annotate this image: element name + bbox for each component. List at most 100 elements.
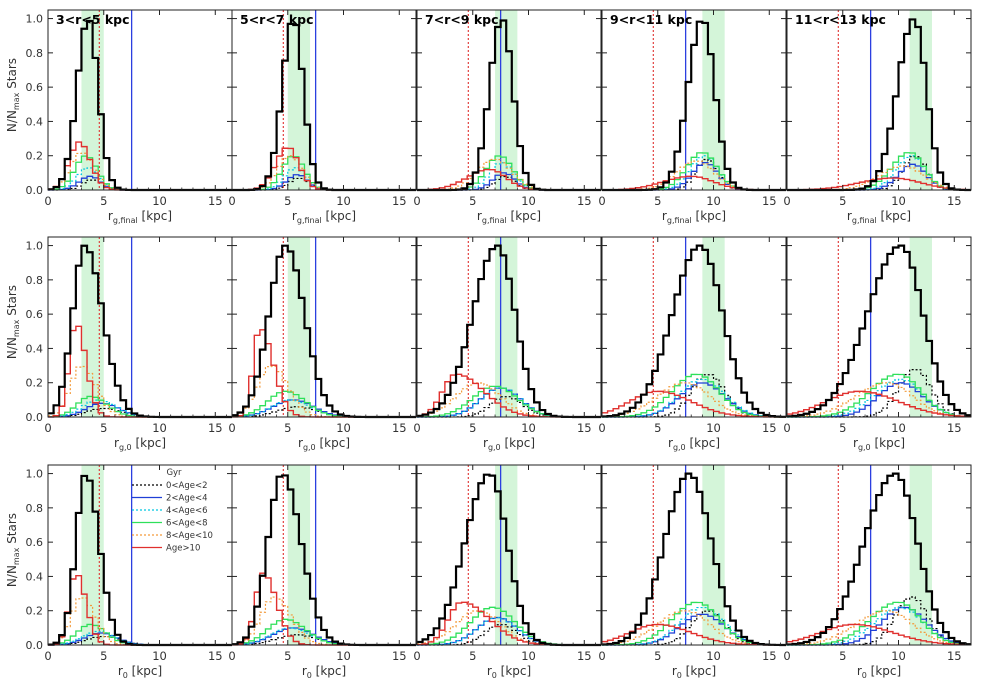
series-age-8-10 (602, 610, 786, 646)
panel-frame (231, 236, 417, 418)
x-axis-label: r0 [kpc] (118, 664, 162, 680)
x-axis-label: rg,0 [kpc] (668, 436, 720, 452)
x-tick-label: 15 (208, 421, 223, 435)
x-tick-label: 0 (413, 194, 420, 208)
series-age-2-4 (602, 613, 786, 646)
x-axis-label: rg,0 [kpc] (114, 436, 166, 452)
panel-r1-c1: 0 5 10 15 0.0 0.2 0.4 0.6 0.8 1.0 rg,final [kpc] 3<… (26, 9, 233, 225)
x-tick-label: 15 (392, 649, 407, 663)
panel-r3-c1: 0 5 10 15 0.0 0.2 0.4 0.6 0.8 1.0 r0 [kpc] Gyr 0<Age… (26, 464, 233, 680)
x-tick-label: 10 (521, 194, 536, 208)
x-tick-label: 0 (783, 649, 790, 663)
x-tick-label: 5 (284, 421, 291, 435)
svg-text:N/Nmax Stars: N/Nmax Stars (5, 513, 21, 587)
panel-r1-c2: 0 5 10 15 rg,final [kpc] 5<r<7 kpc (228, 9, 417, 225)
panel-frame (231, 464, 417, 646)
x-axis-label: rg,final [kpc] (292, 209, 356, 225)
x-tick-label: 10 (891, 194, 906, 208)
legend-title: Gyr (166, 468, 182, 478)
x-tick-label: 15 (577, 649, 592, 663)
panel-title: 9<r<11 kpc (610, 12, 692, 27)
radial-range-band (909, 10, 932, 190)
panel-r3-c2: 0 5 10 15 r0 [kpc] (228, 464, 417, 680)
legend-entry-label: 0<Age<2 (166, 481, 208, 491)
series-all-stars (787, 18, 971, 192)
radial-range-band (287, 465, 311, 645)
x-tick-label: 15 (762, 649, 777, 663)
radial-range-band (287, 237, 311, 417)
series-age-4-6 (48, 399, 232, 418)
x-tick-label: 0 (228, 194, 235, 208)
series-age-8-10 (602, 382, 786, 418)
panel-frame (601, 236, 787, 418)
x-tick-label: 15 (392, 194, 407, 208)
legend-entry-label: 4<Age<6 (166, 506, 208, 516)
series-age-8-10 (48, 365, 232, 418)
x-axis-label: rg,0 [kpc] (853, 436, 905, 452)
x-tick-label: 5 (654, 649, 661, 663)
panel-frame (416, 464, 602, 646)
x-tick-label: 10 (336, 649, 351, 663)
x-tick-label: 10 (521, 649, 536, 663)
x-tick-label: 5 (469, 649, 476, 663)
legend-entry-label: Age>10 (166, 544, 200, 554)
svg-text:N/Nmax Stars: N/Nmax Stars (5, 285, 21, 359)
x-axis-label: r0 [kpc] (672, 664, 716, 680)
x-tick-label: 5 (284, 194, 291, 208)
x-tick-label: 5 (469, 194, 476, 208)
x-tick-label: 10 (706, 194, 721, 208)
legend-entry-label: 6<Age<8 (166, 519, 208, 529)
x-tick-label: 10 (336, 421, 351, 435)
x-tick-label: 5 (654, 194, 661, 208)
x-tick-label: 5 (654, 421, 661, 435)
panel-frame (786, 464, 972, 646)
y-tick-label: 1.0 (26, 240, 44, 253)
series-age-6-8 (602, 373, 786, 418)
y-tick-label: 0.2 (26, 150, 44, 163)
x-tick-label: 0 (44, 649, 51, 663)
series-age-10 (232, 147, 416, 191)
x-tick-label: 10 (706, 649, 721, 663)
series-age-4-6 (417, 616, 601, 646)
panel-frame (601, 464, 787, 646)
svg-text:N/Nmax Stars: N/Nmax Stars (5, 58, 21, 132)
panel-r1-c5: 0 5 10 15 rg,final [kpc] 11<r<13 kpc (783, 9, 972, 225)
y-tick-label: 0.4 (26, 115, 44, 128)
series-age-8-10 (602, 160, 786, 191)
series-age-4-6 (602, 378, 786, 418)
x-axis-label: rg,final [kpc] (847, 209, 911, 225)
radial-range-band (81, 10, 104, 190)
y-tick-label: 1.0 (26, 13, 44, 26)
x-tick-label: 5 (100, 194, 107, 208)
panel-r3-c4: 0 5 10 15 r0 [kpc] (598, 464, 787, 680)
x-tick-label: 0 (598, 421, 605, 435)
x-tick-label: 15 (392, 421, 407, 435)
panel-r1-c3: 0 5 10 15 rg,final [kpc] 7<r<9 kpc (413, 9, 602, 225)
y-tick-label: 0.2 (26, 605, 44, 618)
panel-r2-c2: 0 5 10 15 rg,0 [kpc] (228, 236, 417, 452)
series-age-8-10 (48, 597, 232, 646)
y-tick-label: 0.6 (26, 308, 44, 321)
x-tick-label: 0 (228, 421, 235, 435)
x-tick-label: 0 (44, 194, 51, 208)
y-axis-label-row3: N/Nmax Stars (5, 513, 21, 587)
series-age-8-10 (787, 382, 971, 418)
panel-frame (416, 9, 602, 191)
x-axis-label: rg,final [kpc] (662, 209, 726, 225)
x-tick-label: 15 (762, 421, 777, 435)
y-tick-label: 0.8 (26, 502, 44, 515)
series-all-stars (787, 472, 971, 646)
series-all-stars (787, 244, 971, 418)
x-axis-label: rg,final [kpc] (477, 209, 541, 225)
x-tick-label: 5 (839, 194, 846, 208)
series-all-stars (48, 244, 232, 419)
x-axis-label: r0 [kpc] (487, 664, 531, 680)
x-tick-label: 0 (44, 421, 51, 435)
series-age-0-2 (602, 158, 786, 191)
x-tick-label: 10 (336, 194, 351, 208)
x-tick-label: 15 (577, 421, 592, 435)
x-tick-label: 10 (891, 649, 906, 663)
y-tick-label: 0.0 (26, 184, 44, 197)
series-age-8-10 (417, 610, 601, 646)
